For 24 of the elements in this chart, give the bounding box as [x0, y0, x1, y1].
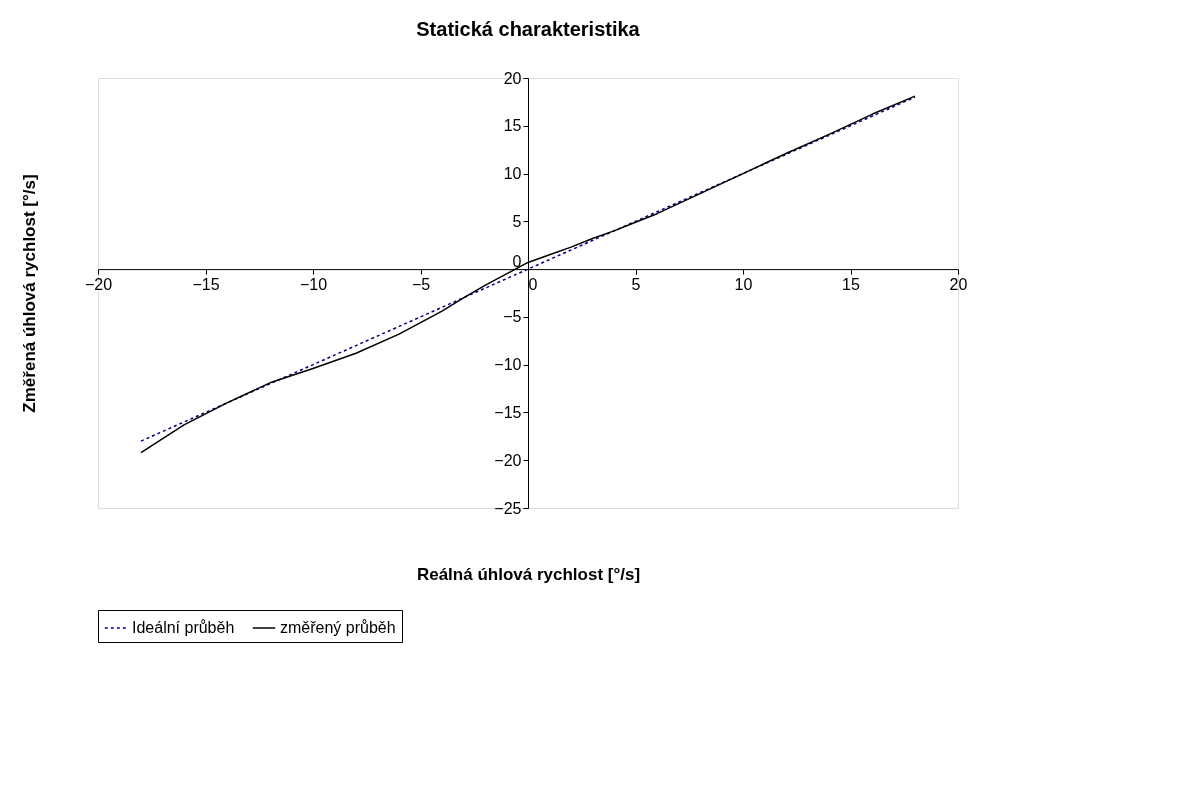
y-tick-label: 0 [512, 252, 522, 270]
y-tick-label: −5 [503, 308, 522, 326]
y-tick-label: −10 [494, 356, 522, 374]
x-axis-title: Reálná úhlová rychlost [°/s] [416, 564, 641, 584]
x-tick-label: 10 [734, 275, 753, 293]
y-tick-label: 10 [503, 165, 522, 183]
y-tick-label: 15 [503, 117, 522, 135]
x-tick-label: 0 [528, 275, 538, 293]
x-tick-label: −10 [299, 275, 328, 293]
y-tick-label: 20 [503, 69, 522, 87]
x-tick-label: −20 [84, 275, 113, 293]
x-tick-label: 5 [631, 275, 641, 293]
legend-label: Ideální průběh [132, 619, 235, 636]
y-tick-label: −25 [494, 499, 522, 517]
x-tick-label: −15 [192, 275, 220, 293]
x-tick-label: 20 [949, 275, 968, 293]
x-tick-label: −5 [411, 275, 431, 293]
y-tick-label: −15 [494, 403, 522, 421]
legend-label: změřený průběh [280, 619, 396, 636]
chart-title: Statická charakteristika [416, 18, 641, 40]
x-tick-label: 15 [842, 275, 860, 293]
y-axis-title: Změřená úhlová rychlost [°/s] [19, 174, 39, 413]
y-tick-label: −20 [494, 451, 522, 469]
y-tick-label: 5 [512, 212, 522, 230]
